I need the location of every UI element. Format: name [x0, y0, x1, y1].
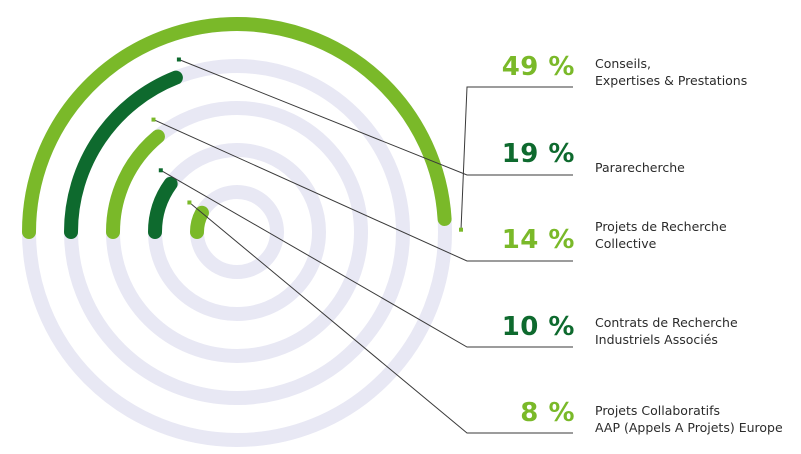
leader-anchor-conseils [459, 227, 463, 232]
arc-contrats [148, 176, 178, 239]
value-label-contrats: 10 % [501, 312, 575, 342]
leader-anchor-contrats [158, 168, 163, 173]
leader-anchor-pararecherche [176, 57, 181, 62]
category-label-projets-recherche: Projets de Recherche Collective [595, 219, 727, 251]
leader-lines [151, 57, 573, 434]
leader-line-contrats [160, 169, 573, 348]
leader-anchor-projets-collaboratifs [187, 200, 192, 205]
leader-anchor-projets-recherche [151, 117, 156, 122]
ring-track-projets-collaboratifs [190, 185, 284, 279]
value-label-pararecherche: 19 % [501, 139, 575, 169]
value-arcs [22, 17, 452, 239]
category-label-conseils: Conseils, Expertises & Prestations [595, 56, 748, 88]
arc-pararecherche [64, 70, 183, 239]
category-label-pararecherche: Pararecherche [595, 160, 685, 175]
value-label-projets-collaboratifs: 8 % [520, 398, 575, 428]
value-label-projets-recherche: 14 % [501, 225, 575, 255]
arc-conseils [22, 17, 452, 239]
arc-projets-recherche [106, 129, 165, 239]
category-label-projets-collaboratifs: Projets Collaboratifs AAP (Appels A Proj… [595, 403, 783, 435]
leader-line-pararecherche [178, 59, 573, 176]
leader-line-conseils [460, 86, 573, 230]
arc-projets-collaboratifs [190, 205, 209, 239]
leader-line-projets-collaboratifs [189, 202, 573, 434]
leader-line-projets-recherche [153, 119, 573, 262]
value-label-conseils: 49 % [501, 52, 575, 82]
category-label-contrats: Contrats de Recherche Industriels Associ… [595, 315, 738, 347]
